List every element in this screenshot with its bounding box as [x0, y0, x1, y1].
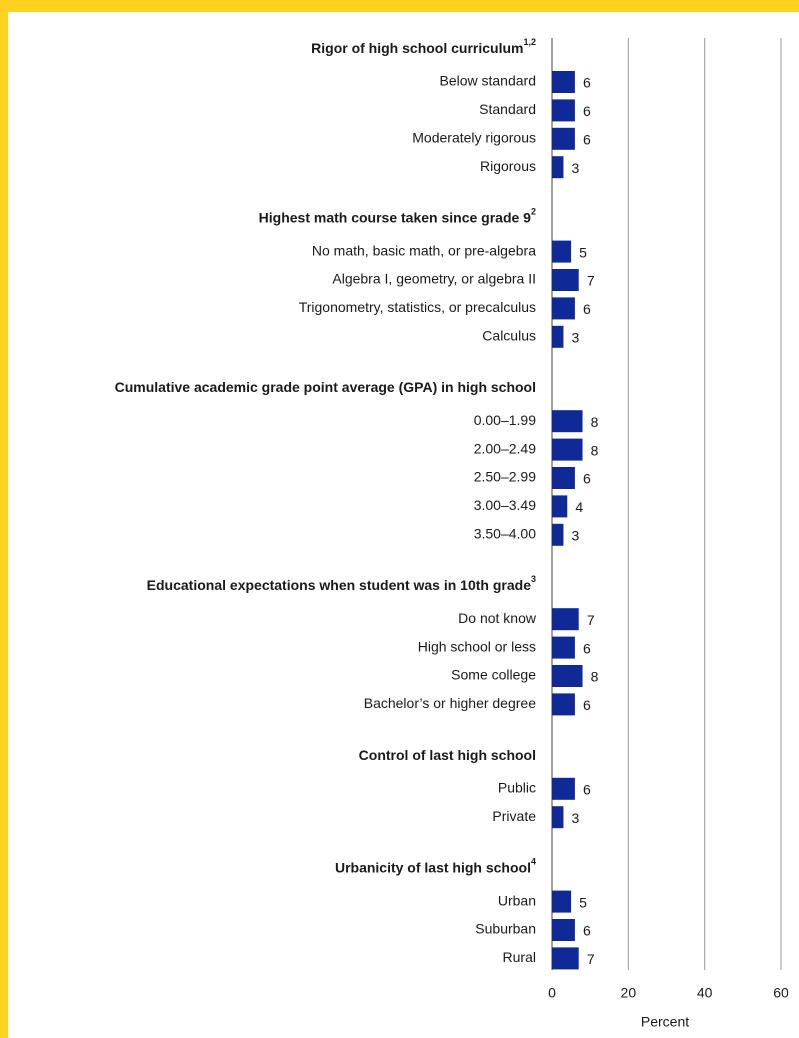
category-label: 3.00–3.49 — [474, 497, 536, 513]
bar — [552, 608, 579, 631]
group-title-text: Highest math course taken since grade 9 — [259, 209, 532, 225]
value-label: 3 — [572, 160, 580, 176]
bar — [552, 523, 564, 546]
value-label: 4 — [575, 499, 583, 515]
bar — [552, 467, 575, 489]
footnote-ref: 1,2 — [523, 37, 536, 47]
category-label: Trigonometry, statistics, or precalculus — [299, 299, 536, 315]
bar — [552, 71, 575, 93]
bar — [552, 99, 575, 122]
category-label: Private — [492, 808, 536, 824]
category-label: 3.50–4.00 — [474, 526, 536, 542]
category-label: Some college — [451, 667, 536, 683]
value-label: 8 — [591, 442, 599, 458]
value-label: 7 — [587, 951, 595, 967]
value-label: 3 — [572, 528, 580, 544]
footnote-ref: 4 — [531, 857, 536, 867]
value-label: 7 — [587, 273, 595, 289]
x-tick-label: 0 — [548, 985, 556, 1001]
bar — [552, 156, 564, 179]
bar — [552, 325, 564, 348]
value-label: 6 — [583, 132, 591, 148]
category-label: Rigorous — [480, 158, 536, 174]
category-label: No math, basic math, or pre-algebra — [312, 242, 536, 258]
group-title: Control of last high school — [359, 747, 536, 763]
value-label: 6 — [583, 471, 591, 487]
group-title: Rigor of high school curriculum1,2 — [311, 37, 536, 55]
value-label: 3 — [572, 330, 580, 346]
bar — [552, 777, 575, 800]
bar — [552, 410, 583, 433]
group-title-text: Urbanicity of last high school — [335, 859, 531, 875]
category-label: Do not know — [458, 610, 537, 626]
category-label: High school or less — [418, 638, 536, 654]
bar — [552, 297, 575, 320]
bar — [552, 269, 579, 291]
group-title-text: Cumulative academic grade point average … — [115, 379, 536, 395]
footnote-ref: 3 — [531, 575, 536, 585]
bar — [552, 806, 564, 829]
category-label: 2.00–2.49 — [474, 440, 536, 456]
value-label: 8 — [591, 669, 599, 685]
bar — [552, 438, 583, 461]
bar — [552, 127, 575, 150]
category-label: Rural — [503, 949, 536, 965]
value-label: 5 — [579, 244, 587, 260]
bar — [552, 636, 575, 659]
category-label: Public — [498, 780, 536, 796]
x-tick-label: 40 — [697, 985, 713, 1001]
category-label: Algebra I, geometry, or algebra II — [332, 271, 536, 287]
bar — [552, 890, 572, 913]
value-label: 5 — [579, 894, 587, 910]
bar — [552, 919, 575, 941]
x-axis-label: Percent — [641, 1014, 689, 1030]
value-label: 6 — [583, 640, 591, 656]
value-label: 6 — [583, 75, 591, 91]
category-label: Suburban — [475, 921, 536, 937]
category-label: Calculus — [482, 328, 536, 344]
bar — [552, 947, 579, 970]
value-label: 3 — [572, 810, 580, 826]
value-label: 6 — [583, 301, 591, 317]
group-title-text: Educational expectations when student wa… — [147, 577, 532, 593]
group-title: Highest math course taken since grade 92 — [259, 207, 536, 225]
value-label: 6 — [583, 697, 591, 713]
group-title: Cumulative academic grade point average … — [115, 379, 536, 395]
footnote-ref: 2 — [531, 207, 536, 217]
value-label: 6 — [583, 103, 591, 119]
bar — [552, 693, 575, 716]
panel — [8, 12, 799, 1038]
value-label: 6 — [583, 782, 591, 798]
category-label: Bachelor’s or higher degree — [364, 695, 536, 711]
value-label: 8 — [591, 414, 599, 430]
group-title-text: Rigor of high school curriculum — [311, 40, 523, 56]
category-label: Standard — [479, 101, 536, 117]
group-title-text: Control of last high school — [359, 747, 536, 763]
category-label: 0.00–1.99 — [474, 412, 536, 428]
x-tick-label: 60 — [773, 985, 789, 1001]
bar — [552, 665, 583, 687]
x-tick-label: 20 — [621, 985, 637, 1001]
category-label: Moderately rigorous — [412, 130, 536, 146]
category-label: Below standard — [439, 73, 536, 89]
category-label: Urban — [498, 892, 536, 908]
bar — [552, 240, 572, 263]
value-label: 6 — [583, 923, 591, 939]
group-title: Educational expectations when student wa… — [147, 575, 536, 593]
category-label: 2.50–2.99 — [474, 469, 536, 485]
bar — [552, 495, 568, 518]
value-label: 7 — [587, 612, 595, 628]
group-title: Urbanicity of last high school4 — [335, 857, 536, 875]
